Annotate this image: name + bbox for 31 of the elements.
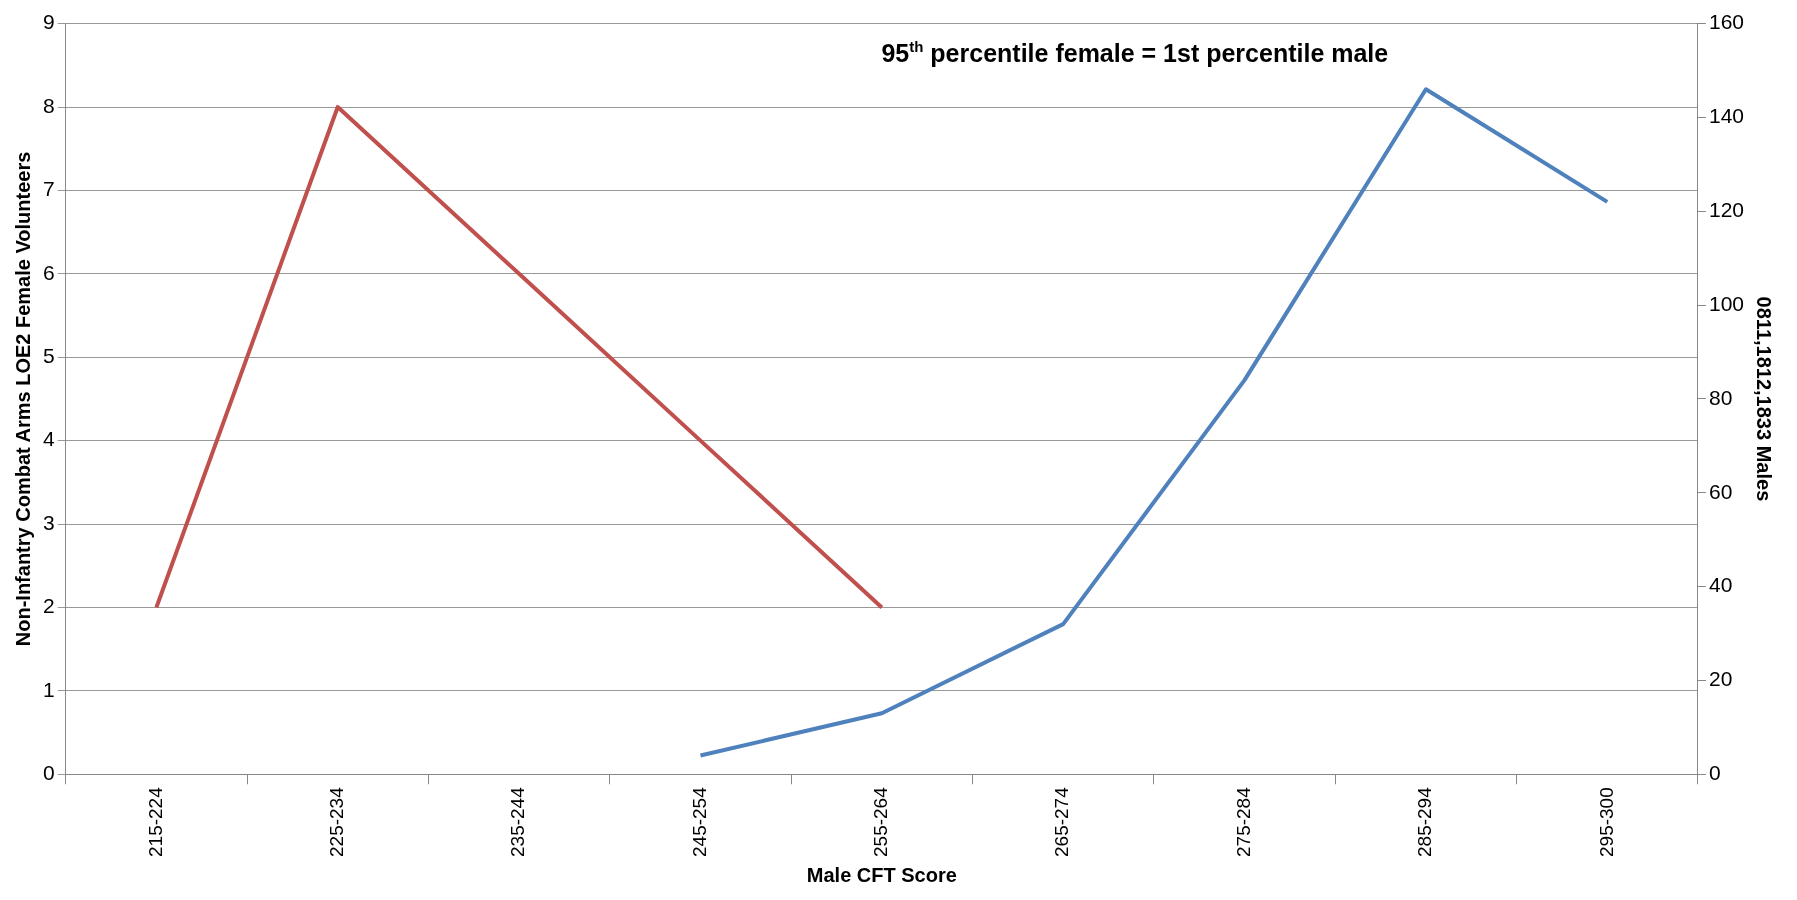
y2-tick-label: 20: [1708, 667, 1733, 691]
x-tick-label: 225-234: [325, 786, 347, 858]
y-tick-label: 4: [42, 427, 55, 451]
y2-tick-label: 120: [1708, 198, 1745, 222]
y-tick-label: 0: [42, 761, 55, 785]
x-axis-title: Male CFT Score: [806, 863, 957, 886]
x-tick-label: 215-224: [144, 786, 166, 858]
y-tick-label: 7: [42, 177, 55, 201]
y2-axis-title: 0811,1812,1833 Males: [1753, 296, 1776, 502]
x-tick-label: 235-244: [507, 786, 529, 858]
y2-tick-label: 140: [1708, 104, 1745, 128]
y-axis-title: Non-Infantry Combat Arms LOE2 Female Volunteers: [11, 151, 34, 647]
x-tick-label: 285-294: [1414, 786, 1436, 858]
y2-tick-label: 100: [1708, 291, 1745, 315]
y2-tick-label: 0: [1708, 761, 1721, 785]
x-tick-label: 265-274: [1051, 786, 1073, 858]
y-tick-label: 3: [42, 510, 55, 534]
y2-tick-label: 60: [1708, 479, 1733, 503]
y2-tick-label: 40: [1708, 573, 1733, 597]
y2-tick-label: 80: [1708, 385, 1733, 409]
x-tick-label: 245-254: [688, 786, 710, 858]
y-tick-label: 5: [42, 344, 55, 368]
y-tick-label: 2: [42, 594, 55, 618]
x-tick-label: 255-264: [870, 786, 892, 858]
y-tick-label: 6: [42, 260, 55, 284]
y-tick-label: 1: [42, 677, 55, 701]
y2-tick-label: 160: [1708, 10, 1745, 34]
x-tick-label: 295-300: [1595, 787, 1617, 858]
x-tick-label: 275-284: [1232, 786, 1254, 858]
y-tick-label: 8: [42, 93, 55, 117]
y-tick-label: 9: [42, 10, 55, 34]
